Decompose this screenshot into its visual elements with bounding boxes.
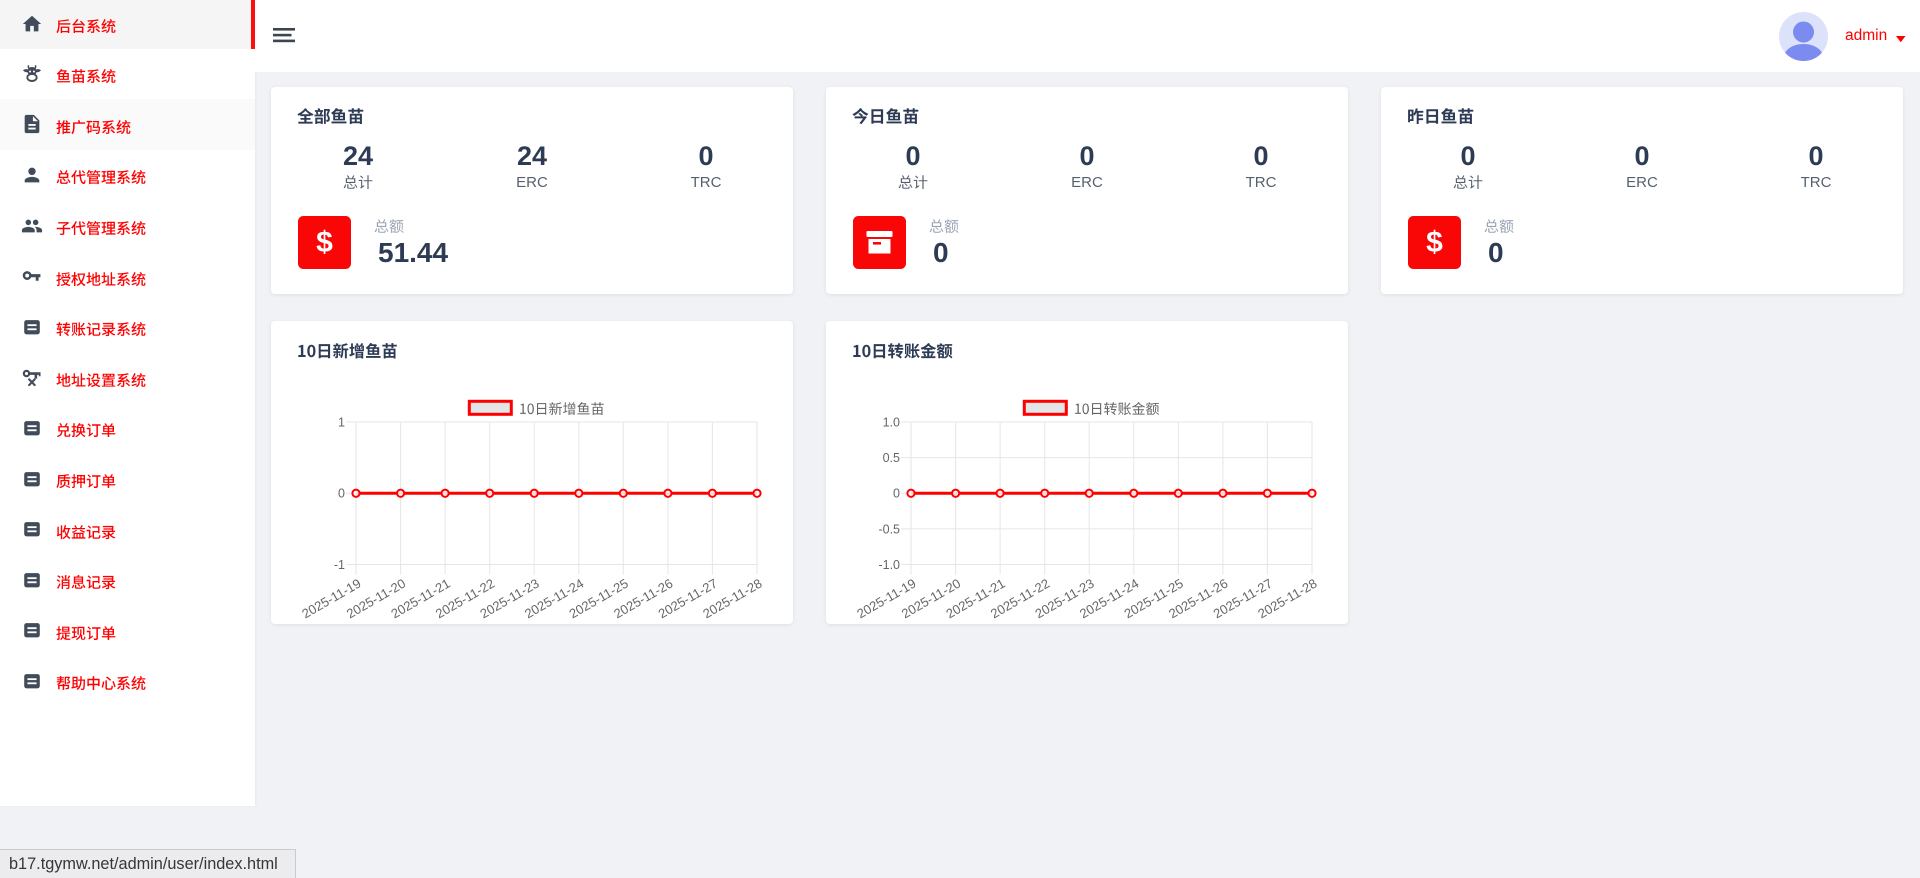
svg-text:-1.0: -1.0 <box>878 558 900 572</box>
svg-text:0.5: 0.5 <box>883 451 900 465</box>
svg-text:-1: -1 <box>334 558 345 572</box>
svg-text:1: 1 <box>338 415 345 429</box>
svg-text:0: 0 <box>338 487 345 501</box>
svg-text:-0.5: -0.5 <box>878 522 900 536</box>
svg-text:1.0: 1.0 <box>883 415 900 429</box>
svg-text:0: 0 <box>893 487 900 501</box>
